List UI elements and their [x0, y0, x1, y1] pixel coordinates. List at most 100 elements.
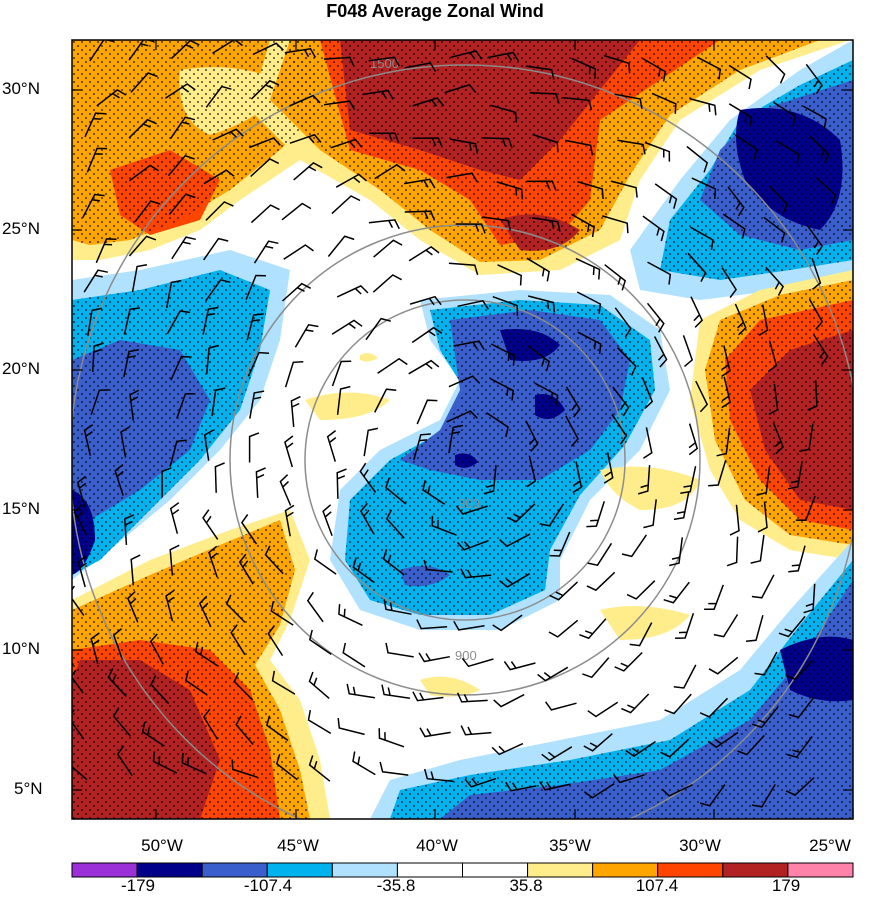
wind-barb [745, 615, 764, 642]
wind-barb [448, 262, 479, 276]
wind-barb [413, 433, 431, 461]
wind-barb [112, 628, 124, 660]
wind-barb [279, 474, 292, 506]
wind-barb [637, 465, 651, 495]
wind-barb [750, 534, 765, 564]
wind-barb [381, 684, 411, 699]
wind-barb [203, 429, 214, 461]
wind-barb [612, 386, 630, 417]
wind-barb [202, 509, 219, 540]
wind-barb [289, 133, 322, 144]
wind-barb [240, 513, 258, 545]
wind-barb [89, 40, 115, 62]
wind-barb [582, 657, 610, 679]
wind-barb [805, 63, 823, 94]
wind-barb [116, 745, 133, 777]
wind-barb [526, 257, 550, 282]
wind-barb [212, 40, 243, 54]
wind-barb [763, 216, 786, 243]
wind-barb [169, 502, 180, 534]
wind-barb [811, 258, 822, 290]
wind-barb [168, 193, 196, 215]
wind-barb [788, 696, 815, 719]
wind-barb [577, 331, 602, 355]
wind-barb [362, 89, 394, 100]
wind-barb [377, 357, 408, 374]
lat-label-15n: 15°N [2, 499, 40, 518]
wind-barb [722, 213, 746, 239]
wind-barb [176, 392, 196, 419]
wind-barb [331, 319, 363, 335]
wind-barb [586, 571, 616, 592]
wind-barb [403, 178, 436, 189]
wind-barb [323, 56, 355, 67]
lon-label-40w: 40°W [416, 836, 458, 855]
wind-barb [169, 544, 180, 576]
ring-label-300: 300 [458, 496, 480, 511]
wind-barb [617, 139, 646, 155]
wind-barb [707, 731, 739, 749]
wind-barb [549, 531, 571, 557]
wind-barb [785, 776, 815, 797]
wind-barb [527, 345, 551, 372]
wind-barb [293, 161, 323, 181]
wind-barb [165, 279, 182, 309]
wind-barb [383, 599, 412, 615]
wind-barb [767, 340, 778, 373]
wind-barb [77, 555, 87, 588]
colorbar-label-179: 179 [771, 876, 801, 895]
wind-barb [497, 264, 522, 286]
wind-barb [372, 274, 402, 293]
wind-barb [204, 278, 231, 302]
wind-barb [275, 753, 298, 781]
wind-barb [267, 625, 284, 657]
wind-barb [166, 310, 191, 335]
wind-barb [323, 100, 356, 111]
wind-barb [539, 503, 565, 527]
wind-barb [378, 728, 405, 748]
colorbar-box [266, 862, 333, 878]
wind-barb [806, 224, 824, 255]
wind-barb [368, 219, 400, 230]
wind-barb [641, 377, 654, 409]
wind-barb [431, 515, 457, 536]
wind-barb [225, 594, 246, 623]
wind-barb [489, 377, 515, 401]
wind-barb [446, 172, 478, 183]
wind-barb [412, 691, 444, 702]
wind-barb [422, 480, 446, 505]
wind-barb [621, 534, 648, 558]
wind-barb [404, 62, 437, 72]
wind-barb [127, 590, 139, 623]
wind-barb [629, 622, 653, 647]
wind-barb [576, 291, 602, 314]
wind-barb [531, 217, 561, 232]
wind-barb [130, 554, 141, 586]
wind-barb [688, 423, 699, 456]
wind-barb [526, 180, 557, 191]
wind-barb [359, 502, 375, 535]
wind-barb [785, 659, 814, 680]
wind-barb [704, 584, 725, 610]
wind-barb [506, 503, 536, 523]
significance-stippling [72, 40, 853, 819]
wind-barb [534, 382, 559, 406]
wind-barb [270, 601, 294, 626]
wind-barb [758, 304, 769, 337]
wind-barb [675, 613, 695, 640]
wind-barb [728, 103, 753, 128]
wind-barb [660, 738, 690, 758]
wind-barb [775, 140, 800, 165]
colorbar-box [396, 862, 463, 878]
wind-barb [803, 583, 816, 614]
wind-barb [525, 65, 555, 80]
wind-barb [444, 83, 477, 94]
wind-barb [813, 334, 829, 365]
wind-barb [695, 380, 709, 413]
colorbar-box [201, 862, 268, 878]
wind-barb [538, 781, 571, 791]
wind-barb [651, 92, 677, 114]
wind-barb [326, 430, 337, 462]
wind-barb [252, 42, 284, 56]
